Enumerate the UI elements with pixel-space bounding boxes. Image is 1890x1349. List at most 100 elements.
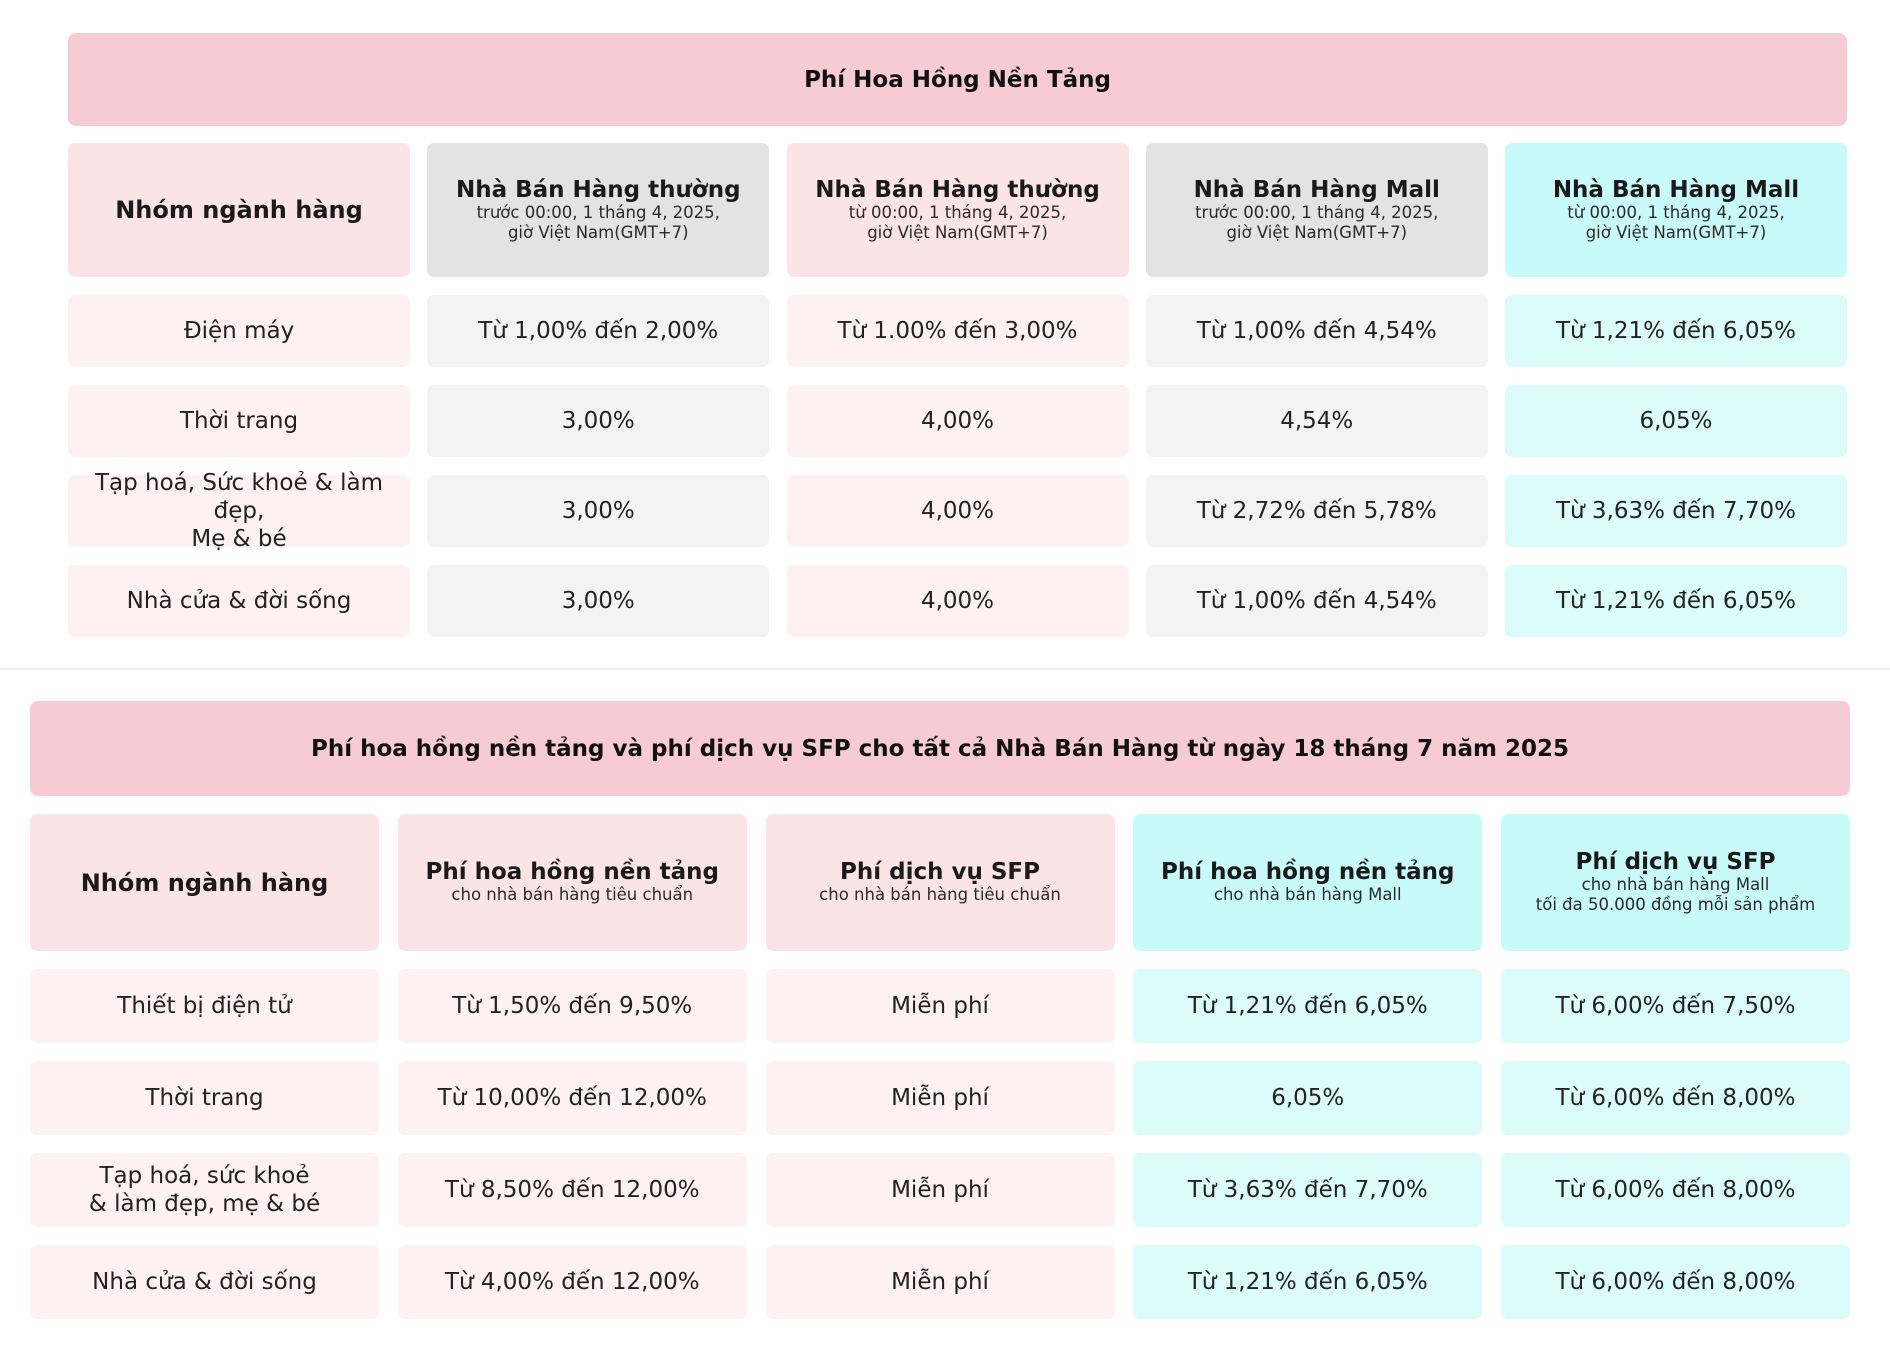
cell-value: Từ 1,50% đến 9,50% xyxy=(452,993,693,1019)
cell-value: 4,00% xyxy=(920,408,995,434)
table-cell: Từ 1,21% đến 6,05% xyxy=(1505,295,1847,367)
column-header-commission-mall: Phí hoa hồng nền tảng cho nhà bán hàng M… xyxy=(1133,814,1483,951)
category-cell: Nhà cửa & đời sống xyxy=(68,565,410,637)
category-cell: Tạp hoá, Sức khoẻ & làm đẹp, Mẹ & bé xyxy=(68,470,410,552)
table-cell: 3,00% xyxy=(427,565,770,637)
category-column-header: Nhóm ngành hàng xyxy=(68,143,410,277)
column-header-mall-from: Nhà Bán Hàng Mall từ 00:00, 1 tháng 4, 2… xyxy=(1505,143,1847,277)
cell-value: 6,05% xyxy=(1639,408,1713,434)
column-header-subtitle: trước 00:00, 1 tháng 4, 2025, xyxy=(1195,202,1439,222)
cell-value: 3,00% xyxy=(561,498,635,524)
table-cell: Từ 1.00% đến 3,00% xyxy=(786,295,1129,367)
cell-value: Miễn phí xyxy=(891,993,989,1019)
column-header-sfp-standard: Phí dịch vụ SFP cho nhà bán hàng tiêu ch… xyxy=(765,814,1115,951)
cell-value: Từ 1,00% đến 2,00% xyxy=(478,318,719,344)
category-cell: Thiết bị điện tử xyxy=(30,969,379,1043)
column-header-subtitle: giờ Việt Nam(GMT+7) xyxy=(867,222,1048,242)
category-label: Thời trang xyxy=(145,1085,264,1111)
category-label: Thời trang xyxy=(179,408,299,434)
category-cell: Thời trang xyxy=(30,1061,379,1135)
column-header-title: Nhà Bán Hàng Mall xyxy=(1193,176,1440,203)
column-header-label: Nhóm ngành hàng xyxy=(80,868,329,897)
cell-value: Miễn phí xyxy=(891,1269,989,1295)
table-cell: Miễn phí xyxy=(765,1245,1115,1319)
column-header-title: Nhà Bán Hàng thường xyxy=(815,176,1100,203)
column-header-subtitle: cho nhà bán hàng tiêu chuẩn xyxy=(819,885,1061,904)
category-label: & làm đẹp, mẹ & bé xyxy=(88,1191,321,1217)
table-cell: Từ 10,00% đến 12,00% xyxy=(397,1061,747,1135)
table-grid: Nhóm ngành hàng Nhà Bán Hàng thường trướ… xyxy=(68,143,1847,637)
table-cell: 4,00% xyxy=(786,385,1129,457)
category-label: Điện máy xyxy=(183,318,295,344)
table-cell: Từ 3,63% đến 7,70% xyxy=(1505,475,1847,547)
table-cell: 4,00% xyxy=(786,475,1129,547)
cell-value: Từ 6,00% đến 7,50% xyxy=(1555,993,1796,1019)
table-cell: Từ 1,00% đến 2,00% xyxy=(427,295,770,367)
table-cell: 3,00% xyxy=(427,385,770,457)
table-title-banner: Phí Hoa Hồng Nền Tảng xyxy=(68,33,1847,126)
commission-and-sfp-table: Phí hoa hồng nền tảng và phí dịch vụ SFP… xyxy=(30,701,1850,1319)
table-cell: 4,54% xyxy=(1145,385,1488,457)
table-cell: Từ 1,21% đến 6,05% xyxy=(1133,969,1483,1043)
category-label: Thiết bị điện tử xyxy=(117,993,292,1019)
cell-value: 3,00% xyxy=(561,408,635,434)
table-cell: Từ 3,63% đến 7,70% xyxy=(1133,1153,1483,1227)
cell-value: 4,00% xyxy=(920,498,995,524)
column-header-subtitle: từ 00:00, 1 tháng 4, 2025, xyxy=(1567,202,1785,222)
table-cell: Từ 2,72% đến 5,78% xyxy=(1145,475,1488,547)
cell-value: Từ 3,63% đến 7,70% xyxy=(1555,498,1797,524)
category-cell: Nhà cửa & đời sống xyxy=(30,1245,379,1319)
column-header-subtitle: giờ Việt Nam(GMT+7) xyxy=(1226,222,1408,242)
table-cell: Từ 1,21% đến 6,05% xyxy=(1133,1245,1483,1319)
column-header-title: Nhà Bán Hàng thường xyxy=(455,176,741,203)
cell-value: Từ 1,21% đến 6,05% xyxy=(1555,318,1797,344)
cell-value: 3,00% xyxy=(561,588,635,614)
table-cell: Từ 6,00% đến 8,00% xyxy=(1501,1245,1850,1319)
cell-value: Từ 1,21% đến 6,05% xyxy=(1187,993,1428,1019)
column-header-title: Nhà Bán Hàng Mall xyxy=(1552,176,1800,203)
cell-value: Từ 2,72% đến 5,78% xyxy=(1196,498,1437,524)
table-cell: 6,05% xyxy=(1505,385,1847,457)
table-cell: 3,00% xyxy=(427,475,770,547)
column-header-mall-before: Nhà Bán Hàng Mall trước 00:00, 1 tháng 4… xyxy=(1145,143,1488,277)
column-header-subtitle: giờ Việt Nam(GMT+7) xyxy=(507,222,689,242)
cell-value: Từ 1,00% đến 4,54% xyxy=(1196,588,1437,614)
column-header-standard-from: Nhà Bán Hàng thường từ 00:00, 1 tháng 4,… xyxy=(786,143,1129,277)
cell-value: 4,54% xyxy=(1280,408,1354,434)
table-cell: Từ 6,00% đến 7,50% xyxy=(1501,969,1850,1043)
table-cell: Miễn phí xyxy=(765,1153,1115,1227)
table-cell: Từ 1,00% đến 4,54% xyxy=(1145,295,1488,367)
column-header-title: Phí hoa hồng nền tảng xyxy=(425,859,720,885)
category-column-header: Nhóm ngành hàng xyxy=(30,814,379,951)
column-header-title: Phí dịch vụ SFP xyxy=(840,859,1040,885)
category-label: Tạp hoá, Sức khoẻ & làm đẹp, xyxy=(94,470,384,524)
table-cell: Từ 1,21% đến 6,05% xyxy=(1505,565,1847,637)
table-cell: 6,05% xyxy=(1133,1061,1483,1135)
cell-value: 4,00% xyxy=(920,588,995,614)
category-label: Nhà cửa & đời sống xyxy=(126,588,352,614)
cell-value: Từ 6,00% đến 8,00% xyxy=(1555,1177,1796,1203)
column-header-subtitle: giờ Việt Nam(GMT+7) xyxy=(1585,222,1767,242)
cell-value: Từ 3,63% đến 7,70% xyxy=(1187,1177,1428,1203)
column-header-subtitle: cho nhà bán hàng tiêu chuẩn xyxy=(451,885,694,904)
column-header-commission-standard: Phí hoa hồng nền tảng cho nhà bán hàng t… xyxy=(397,814,747,951)
cell-value: Từ 10,00% đến 12,00% xyxy=(437,1085,707,1111)
table-cell: Từ 8,50% đến 12,00% xyxy=(397,1153,747,1227)
cell-value: Từ 1,21% đến 6,05% xyxy=(1187,1269,1428,1295)
column-header-title: Phí hoa hồng nền tảng xyxy=(1160,859,1455,885)
column-header-subtitle: từ 00:00, 1 tháng 4, 2025, xyxy=(848,202,1067,222)
cell-value: Từ 8,50% đến 12,00% xyxy=(444,1177,700,1203)
cell-value: 6,05% xyxy=(1271,1085,1345,1111)
category-cell: Tạp hoá, sức khoẻ & làm đẹp, mẹ & bé xyxy=(30,1153,379,1227)
category-cell: Điện máy xyxy=(68,295,410,367)
column-header-title: Phí dịch vụ SFP xyxy=(1575,849,1776,875)
table-title-banner: Phí hoa hồng nền tảng và phí dịch vụ SFP… xyxy=(30,701,1850,796)
table-cell: Từ 1,50% đến 9,50% xyxy=(397,969,747,1043)
category-label: Nhà cửa & đời sống xyxy=(92,1269,317,1295)
cell-value: Từ 6,00% đến 8,00% xyxy=(1555,1085,1796,1111)
table-cell: Từ 6,00% đến 8,00% xyxy=(1501,1061,1850,1135)
cell-value: Từ 1.00% đến 3,00% xyxy=(837,318,1078,344)
column-header-subtitle: cho nhà bán hàng Mall xyxy=(1213,885,1402,904)
section-divider xyxy=(0,668,1890,670)
column-header-subtitle: trước 00:00, 1 tháng 4, 2025, xyxy=(476,202,720,222)
